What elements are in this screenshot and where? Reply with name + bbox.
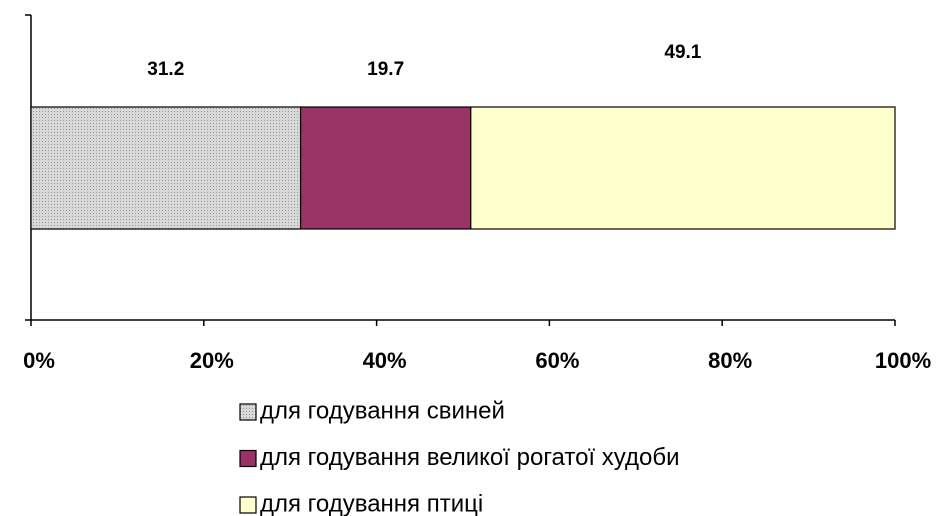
legend-label: для годування свиней — [260, 397, 505, 424]
x-tick-label: 20% — [190, 348, 234, 373]
legend-swatch — [239, 496, 257, 514]
legend-label: для годування птиці — [260, 490, 483, 516]
bar-segment — [299, 106, 472, 230]
bar-segment — [470, 106, 896, 230]
data-label: 19.7 — [367, 59, 404, 80]
x-tick-label: 40% — [363, 348, 407, 373]
legend-label: для годування великої рогатої худоби — [260, 444, 679, 471]
data-label: 31.2 — [147, 59, 184, 80]
data-label: 49.1 — [664, 42, 701, 63]
legend-swatch — [239, 403, 257, 421]
x-tick-label: 60% — [535, 348, 579, 373]
x-tick-label: 80% — [708, 348, 752, 373]
legend-swatch — [239, 449, 257, 468]
bar-segment — [30, 106, 302, 230]
x-tick-label: 100% — [875, 348, 931, 373]
x-tick-label: 0% — [23, 348, 55, 373]
